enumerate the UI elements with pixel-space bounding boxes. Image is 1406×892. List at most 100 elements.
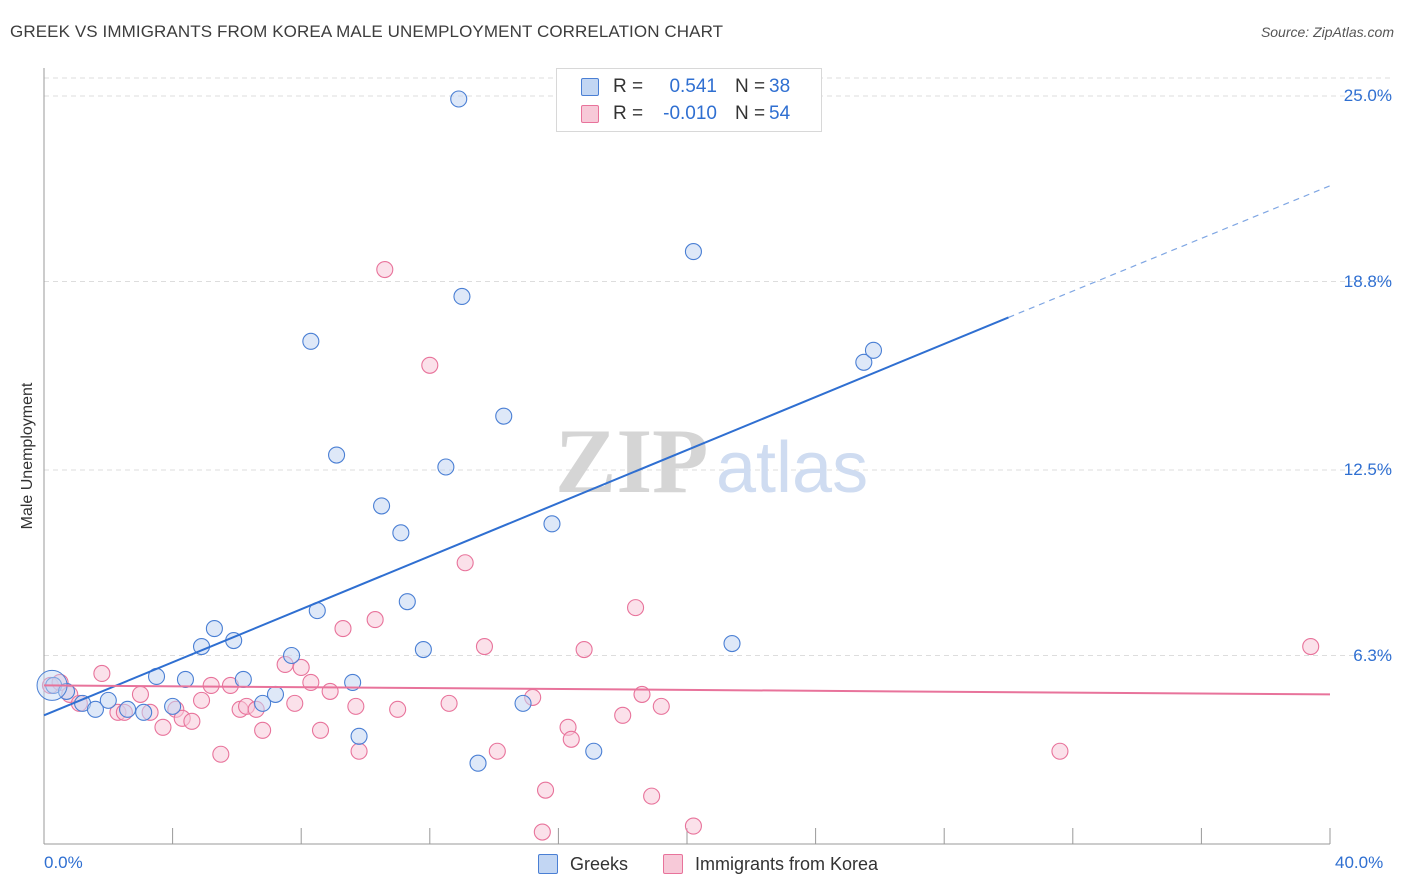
- korea-point: [614, 706, 632, 724]
- greeks-point: [328, 446, 346, 464]
- greeks-point: [283, 646, 301, 665]
- legend-r-label: R =: [613, 76, 644, 97]
- korea-point: [254, 721, 272, 739]
- korea-point: [292, 658, 310, 677]
- korea-point: [1051, 742, 1069, 760]
- korea-point: [643, 787, 661, 805]
- chart-title: GREEK VS IMMIGRANTS FROM KOREA MALE UNEM…: [10, 22, 724, 41]
- korea-point: [192, 691, 211, 709]
- gridlines: [44, 77, 1392, 657]
- korea-point: [1302, 637, 1320, 656]
- korea-point: [684, 817, 702, 835]
- correlation-legend: R = 0.541 N = 38 R = -0.010 N = 54: [556, 68, 822, 132]
- legend-r-value: -0.010: [663, 103, 717, 124]
- series-korea: [41, 260, 1320, 841]
- bottom-legend-swatch-greeks: [538, 854, 558, 874]
- greeks-point: [205, 620, 223, 638]
- greeks-point: [723, 634, 741, 653]
- korea-point: [575, 640, 593, 659]
- greeks-point: [543, 515, 561, 533]
- greeks-point: [135, 703, 153, 721]
- greeks-point: [373, 497, 391, 515]
- bottom-legend-label-korea: Immigrants from Korea: [695, 853, 879, 874]
- korea-point: [562, 730, 580, 748]
- bottom-legend-greeks: Greeks: [538, 852, 628, 876]
- greeks-point: [350, 727, 368, 745]
- korea-point: [311, 721, 330, 739]
- korea-point: [154, 718, 172, 736]
- greeks-point: [514, 694, 532, 712]
- trend-line-korea: [43, 684, 1331, 696]
- bottom-legend-label-greeks: Greeks: [570, 853, 629, 874]
- korea-point: [93, 664, 111, 683]
- y-tick-label: 6.3%: [1353, 645, 1392, 665]
- y-tick-label: 25.0%: [1343, 86, 1392, 105]
- korea-point: [347, 697, 365, 715]
- greeks-point: [176, 670, 195, 688]
- greeks-point: [414, 640, 432, 659]
- korea-point: [627, 599, 645, 617]
- korea-point: [202, 676, 220, 694]
- greeks-point: [684, 243, 702, 261]
- korea-point: [456, 554, 474, 572]
- korea-point: [533, 823, 551, 841]
- y-tick-label: 18.8%: [1343, 271, 1392, 291]
- legend-r-label: R =: [613, 103, 644, 124]
- greeks-point: [585, 742, 603, 760]
- greeks-point: [437, 458, 455, 476]
- korea-point: [536, 781, 555, 799]
- trend-lines: [43, 185, 1331, 717]
- bottom-legend-swatch-korea: [663, 854, 683, 874]
- korea-point: [376, 260, 394, 279]
- bottom-legend-korea: Immigrants from Korea: [663, 852, 878, 876]
- greeks-point: [164, 697, 182, 715]
- korea-point: [440, 694, 458, 712]
- greeks-point: [453, 287, 471, 306]
- trend-line-greeks: [43, 316, 1009, 717]
- y-tick-label: 12.5%: [1343, 460, 1392, 479]
- greeks-point: [119, 700, 137, 718]
- legend-r-value: 0.541: [669, 76, 717, 97]
- greeks-point: [469, 754, 487, 772]
- korea-point: [366, 611, 384, 629]
- greeks-point: [254, 694, 272, 712]
- greeks-point: [86, 700, 104, 718]
- korea-point: [421, 356, 439, 374]
- watermark-zip: ZIP: [555, 410, 708, 512]
- greeks-point: [99, 691, 117, 709]
- greeks-point: [266, 685, 285, 703]
- korea-point: [488, 742, 506, 760]
- korea-point: [212, 745, 230, 763]
- legend-row-korea: R = -0.010 N = 54: [581, 101, 790, 127]
- korea-point: [350, 742, 368, 760]
- korea-point: [334, 620, 352, 638]
- greeks-point: [864, 341, 883, 359]
- legend-n-label: N =: [735, 103, 766, 124]
- greeks-point: [344, 673, 362, 691]
- legend-n-value: 54: [769, 103, 791, 124]
- x-tick-min: 0.0%: [44, 853, 83, 872]
- watermark: ZIP atlas: [555, 410, 868, 512]
- x-tick-max: 40.0%: [1335, 853, 1384, 872]
- korea-point: [321, 682, 339, 700]
- legend-n-label: N =: [735, 76, 766, 97]
- korea-point: [652, 697, 670, 715]
- korea-point: [475, 637, 494, 656]
- legend-n-value: 38: [769, 76, 791, 97]
- legend-row-greeks: R = 0.541 N = 38: [581, 74, 790, 100]
- watermark-atlas: atlas: [716, 428, 868, 508]
- legend-swatch-greeks: [581, 78, 599, 96]
- chart-source: Source: ZipAtlas.com: [1260, 24, 1394, 40]
- greeks-point: [855, 353, 873, 371]
- greeks-point: [234, 670, 252, 688]
- greeks-point: [392, 524, 410, 542]
- trend-line-greeks-extension: [1008, 185, 1331, 318]
- korea-point: [183, 712, 201, 730]
- greeks-point: [450, 90, 468, 108]
- greeks-point: [398, 593, 416, 611]
- korea-point: [389, 700, 407, 718]
- korea-point: [131, 685, 149, 703]
- greeks-point: [302, 332, 320, 350]
- greeks-point: [495, 407, 513, 425]
